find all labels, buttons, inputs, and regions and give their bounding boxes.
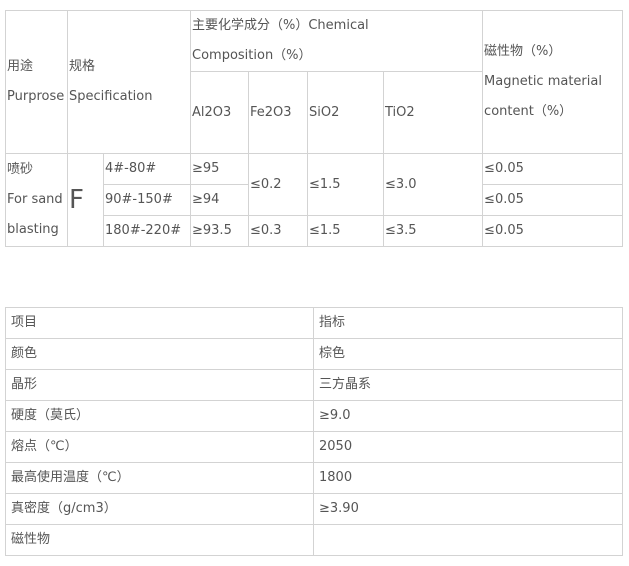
table-row: 喷砂 For sand blasting F 4#-80# ≥95 ≤0.2 ≤1.… — [5, 153, 624, 247]
item-cell: 最高使用温度（℃） — [5, 462, 314, 494]
chem-header: 主要化学成分（%）Chemical Composition（%） — [189, 10, 484, 72]
value-header: 指标 — [313, 307, 623, 339]
table-row: 硬度（莫氏） ≥9.0 — [5, 400, 623, 432]
magnetic-cell: ≤0.05 — [482, 215, 624, 247]
table-header-row: 项目 指标 — [5, 307, 623, 339]
size-cell: 4#-80# — [103, 153, 191, 185]
size-cell: 90#-150# — [103, 184, 191, 216]
table-row: 磁性物 — [5, 524, 623, 556]
sio2-cell: ≤1.5 — [307, 215, 384, 247]
value-cell: ≥3.90 — [313, 493, 623, 525]
table-row: 颜色 棕色 — [5, 338, 623, 370]
table-row: 90#-150# ≥94 ≤0.05 — [6, 184, 624, 216]
item-cell: 磁性物 — [5, 524, 314, 556]
col-fe2o3: Fe2O3 — [248, 71, 308, 154]
fe2o3-cell: ≤0.3 — [248, 215, 308, 247]
magnetic-header: 磁性物（%） Magnetic material content（%） — [482, 10, 624, 154]
magnetic-cell: ≤0.05 — [482, 184, 624, 216]
fe2o3-cell: ≤0.2 — [248, 153, 308, 216]
item-cell: 颜色 — [5, 338, 314, 370]
grade-cell: F — [67, 153, 104, 247]
al2o3-cell: ≥95 — [190, 153, 249, 185]
value-cell — [313, 524, 623, 556]
value-cell: 2050 — [313, 431, 623, 463]
col-al2o3: Al2O3 — [190, 71, 249, 154]
value-cell: 三方晶系 — [313, 369, 623, 401]
table-row: 180#-220# ≥93.5 ≤0.3 ≤1.5 ≤3.5 ≤0.05 — [6, 215, 624, 247]
value-cell: 1800 — [313, 462, 623, 494]
table-row: 晶形 三方晶系 — [5, 369, 623, 401]
magnetic-cell: ≤0.05 — [482, 153, 624, 185]
table-row: 最高使用温度（℃） 1800 — [5, 462, 623, 494]
al2o3-cell: ≥93.5 — [190, 215, 249, 247]
item-cell: 硬度（莫氏） — [5, 400, 314, 432]
size-cell: 180#-220# — [103, 215, 191, 247]
table-row: 真密度（g/cm3） ≥3.90 — [5, 493, 623, 525]
tio2-cell: ≤3.5 — [382, 215, 484, 247]
property-table: 项目 指标 颜色 棕色 晶形 三方晶系 硬度（莫氏） ≥9.0 熔点（℃） 2050 最… — [5, 307, 623, 556]
al2o3-cell: ≥94 — [190, 184, 249, 216]
purpose-cell: 喷砂 For sand blasting — [5, 153, 68, 247]
value-cell: ≥9.0 — [313, 400, 623, 432]
tio2-cell: ≤3.0 — [382, 153, 484, 216]
sio2-cell: ≤1.5 — [307, 153, 384, 216]
col-sio2: SiO2 — [307, 71, 384, 154]
purpose-header: 用途 Purprose — [5, 10, 68, 154]
table-row: 熔点（℃） 2050 — [5, 431, 623, 463]
item-cell: 真密度（g/cm3） — [5, 493, 314, 525]
item-header: 项目 — [5, 307, 314, 339]
item-cell: 晶形 — [5, 369, 314, 401]
item-cell: 熔点（℃） — [5, 431, 314, 463]
value-cell: 棕色 — [313, 338, 623, 370]
composition-table: 用途 Purprose 规格 Specification 主要化学成分（%）Chem… — [5, 10, 624, 247]
col-tio2: TiO2 — [382, 71, 484, 154]
spec-header: 规格 Specification — [67, 10, 191, 154]
